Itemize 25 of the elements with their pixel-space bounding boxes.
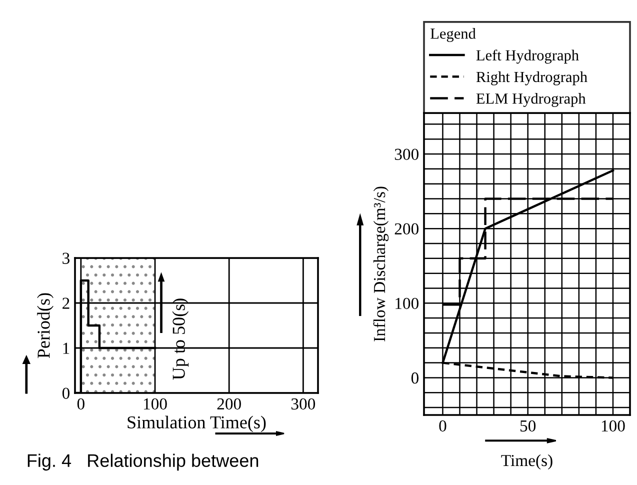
y-tick-label: 2 bbox=[62, 298, 70, 309]
legend-label: Left Hydrograph bbox=[476, 50, 579, 64]
y-tick-label: 100 bbox=[396, 298, 419, 310]
x-axis-title: Simulation Time(s) bbox=[128, 416, 266, 432]
legend-label: Right Hydrograph bbox=[476, 71, 588, 86]
y-tick-label: 0 bbox=[62, 388, 70, 399]
y-axis-title: Inflow Discharge(m³/s) bbox=[373, 186, 389, 342]
y-tick-label: 1 bbox=[63, 342, 70, 354]
x-tick-label: 0 bbox=[77, 398, 84, 410]
legend-label: ELM Hydrograph bbox=[476, 92, 586, 107]
x-axis-title: Time(s) bbox=[501, 454, 552, 470]
x-tick-label: 100 bbox=[602, 420, 625, 432]
caption: Fig. 4 Relationship between bbox=[28, 454, 258, 471]
y-tick-label: 0 bbox=[411, 372, 419, 384]
x-tick-label: 100 bbox=[144, 398, 167, 410]
x-tick-label: 0 bbox=[439, 420, 446, 432]
legend-title: Legend bbox=[430, 28, 476, 42]
x-tick-label: 200 bbox=[217, 398, 241, 410]
x-tick-label: 300 bbox=[291, 398, 316, 410]
annotation: Up to 50(s) bbox=[172, 298, 189, 380]
y-tick-label: 300 bbox=[394, 148, 419, 160]
y-tick-label: 3 bbox=[62, 252, 70, 264]
y-axis-title: Period(s) bbox=[37, 293, 54, 358]
y-tick-label: 200 bbox=[394, 223, 419, 235]
x-tick-label: 50 bbox=[520, 420, 536, 432]
